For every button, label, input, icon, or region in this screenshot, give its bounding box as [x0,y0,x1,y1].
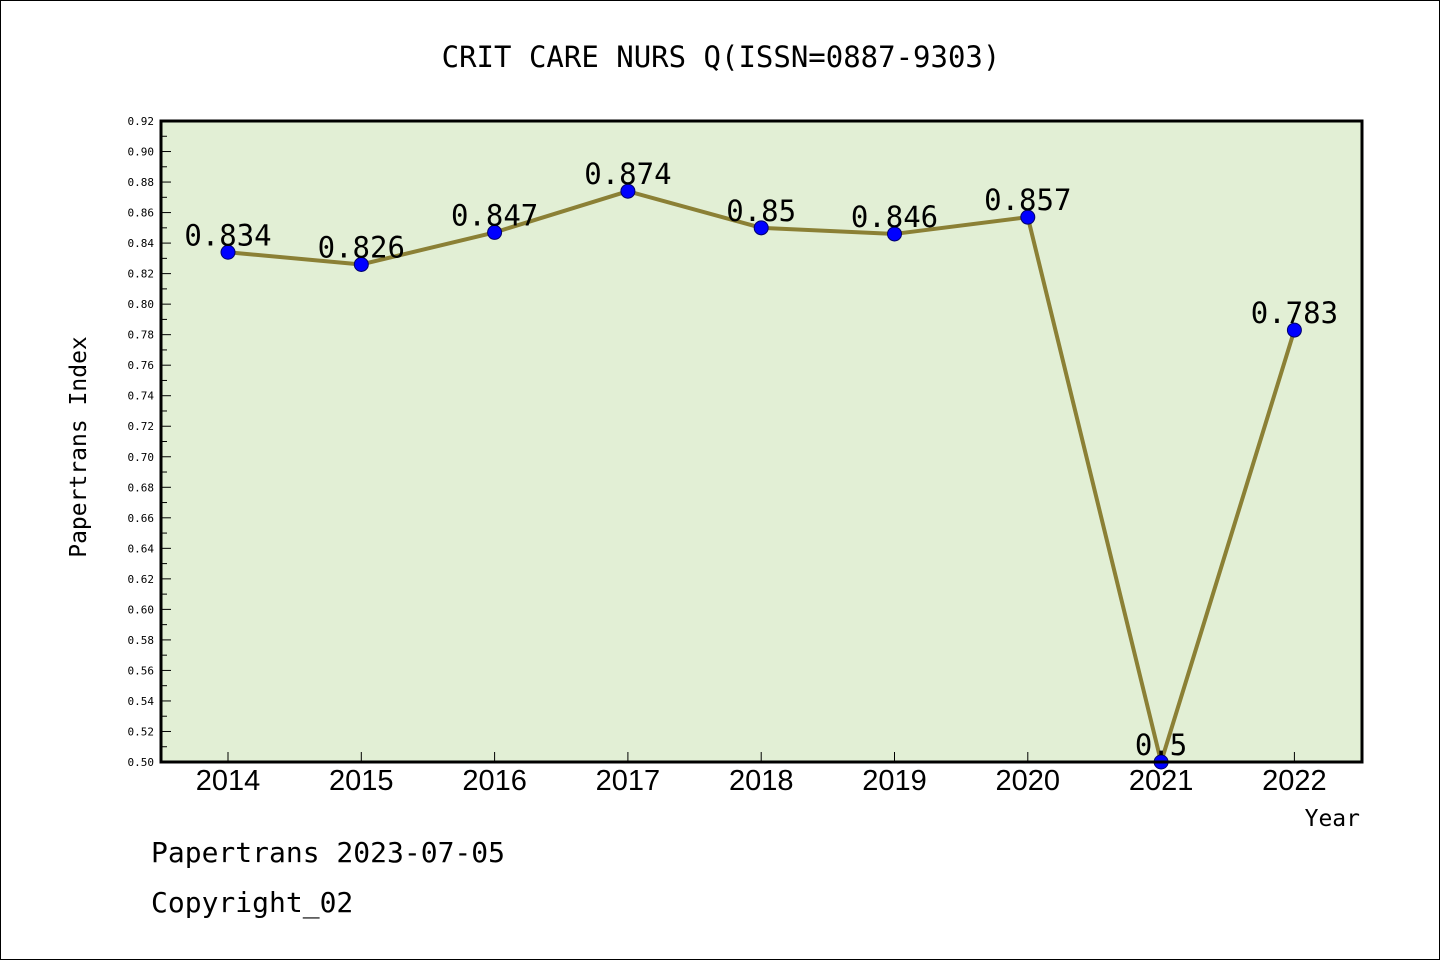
x-tick-label: 2021 [1129,765,1194,797]
data-point [887,226,902,242]
data-point [487,224,503,240]
x-tick-label: 2020 [996,765,1061,797]
y-tick-label: 0.60 [128,603,155,616]
y-tick-label: 0.72 [128,420,155,433]
data-label: 0.826 [318,230,405,264]
y-tick-label: 0.78 [128,329,155,342]
data-point [620,183,636,199]
y-tick-label: 0.90 [128,146,155,159]
data-label: 0.857 [984,183,1071,217]
y-tick-label: 0.52 [128,725,155,738]
source-date-text: Papertrans 2023-07-05 [151,836,506,869]
x-axis: 2014 2015 2016 2017 2018 2019 2020 2021 2022 [196,752,1327,797]
y-tick-label: 0.56 [128,664,155,677]
y-tick-label: 0.54 [128,695,155,708]
y-tick-label: 0.92 [128,115,155,128]
y-tick-label: 0.62 [128,573,155,586]
data-label: 0.846 [851,200,938,234]
y-axis-label: Papertrans Index [66,336,92,558]
data-label: 0.834 [184,218,271,252]
y-tick-label: 0.84 [128,237,155,250]
plot-border [159,119,1364,764]
data-point [1286,322,1302,338]
data-point [1020,209,1036,225]
y-tick-label: 0.58 [128,634,155,647]
copyright-text: Copyright_02 [151,886,354,919]
data-label: 0.847 [451,198,538,232]
y-tick-label: 0.66 [128,512,155,525]
y-tick-label: 0.80 [128,298,155,311]
data-point [353,256,369,272]
y-tick-label: 0.76 [128,359,155,372]
y-tick-label: 0.82 [128,268,155,281]
y-tick-label: 0.70 [128,451,155,464]
y-tick-label: 0.74 [128,390,155,403]
x-tick-label: 2016 [462,765,527,797]
x-tick-label: 2019 [862,765,927,797]
x-tick-label: 2014 [196,765,261,797]
x-tick-label: 2017 [596,765,661,797]
y-tick-label: 0.88 [128,176,155,189]
x-tick-label: 2018 [729,765,794,797]
y-tick-label: 0.64 [128,542,155,555]
x-axis-label: Year [1305,806,1360,832]
data-point [753,220,769,236]
y-axis: 0.50 0.52 0.54 0.56 0.58 0.60 0.62 0.64 0.66 0.68… [128,115,171,769]
data-label: 0.874 [584,157,671,191]
x-tick-label: 2015 [329,765,394,797]
data-label: 0.783 [1251,296,1338,330]
data-label: 0.85 [726,194,796,228]
data-point [220,244,236,260]
y-tick-label: 0.68 [128,481,155,494]
chart-title: CRIT CARE NURS Q(ISSN=0887-9303) [442,40,1001,74]
x-tick-label: 2022 [1262,765,1327,797]
data-labels: 0.834 0.826 0.847 0.874 0.85 0.846 0.857 0.5 0.7… [184,157,1338,762]
data-label: 0.5 [1135,728,1187,762]
y-tick-label: 0.50 [128,756,155,769]
y-tick-label: 0.86 [128,207,155,220]
